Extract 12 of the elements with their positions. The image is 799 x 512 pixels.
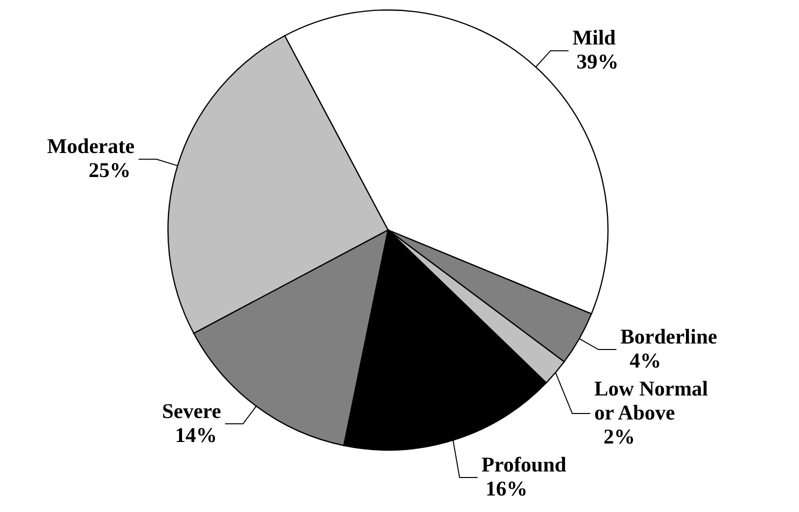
slice-label: Low Normal or Above xyxy=(594,376,708,425)
slice-label: Severe xyxy=(162,398,222,423)
data-label: 4% xyxy=(630,348,662,373)
data-label: 25% xyxy=(88,158,131,182)
slice-label: Mild xyxy=(572,26,616,50)
data-label: 2% xyxy=(604,424,636,449)
slice-label: Moderate xyxy=(47,134,135,158)
data-label: 39% xyxy=(576,50,619,74)
data-label: 16% xyxy=(486,476,528,501)
data-label: 14% xyxy=(175,422,218,447)
slice-label: Borderline xyxy=(620,324,718,349)
slice-label: Profound xyxy=(482,452,567,477)
